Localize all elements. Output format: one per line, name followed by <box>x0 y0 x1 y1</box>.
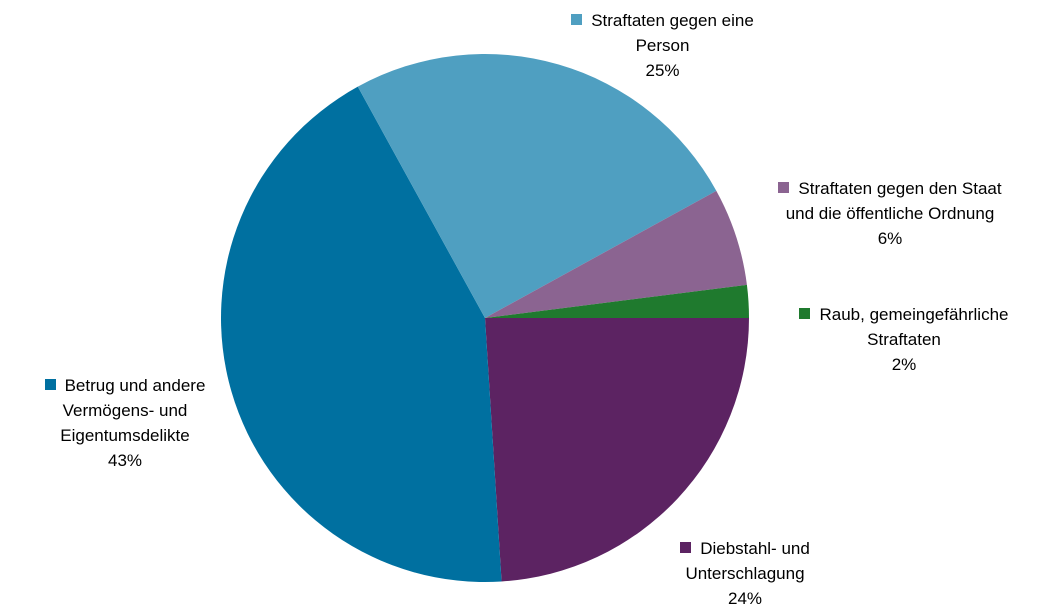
pie-slice <box>485 284 749 318</box>
legend-marker <box>44 379 56 390</box>
slice-label: Diebstahl- und Unterschlagung 24% <box>660 536 830 608</box>
value-label: 25% <box>645 61 680 80</box>
legend-marker <box>799 308 811 319</box>
legend-marker <box>571 14 583 25</box>
category-name: Straftaten gegen den Staat und die öffen… <box>785 179 1002 223</box>
category-name: Raub, gemeingefährliche Straftaten <box>819 305 1009 349</box>
value-label: 2% <box>891 355 917 374</box>
value-label: 24% <box>727 589 763 608</box>
category-name: Diebstahl- und Unterschlagung <box>685 539 810 583</box>
category-name: Betrug und andere Vermögens- und Eigentu… <box>60 376 206 445</box>
slice-label: Raub, gemeingefährliche Straftaten 2% <box>770 302 1038 377</box>
legend-marker <box>680 542 692 553</box>
slice-label: Straftaten gegen den Staat und die öffen… <box>762 176 1018 251</box>
value-label: 43% <box>107 451 143 470</box>
pie-slice <box>220 86 502 583</box>
legend-marker <box>778 182 790 193</box>
pie-slice <box>357 53 717 318</box>
pie-slice <box>485 318 749 582</box>
pie-slice <box>485 190 747 318</box>
category-name: Straftaten gegen eine Person <box>591 11 754 55</box>
value-label: 6% <box>877 229 903 248</box>
slice-label: Straftaten gegen eine Person 25% <box>545 8 780 83</box>
slice-label: Betrug und andere Vermögens- und Eigentu… <box>10 373 240 473</box>
